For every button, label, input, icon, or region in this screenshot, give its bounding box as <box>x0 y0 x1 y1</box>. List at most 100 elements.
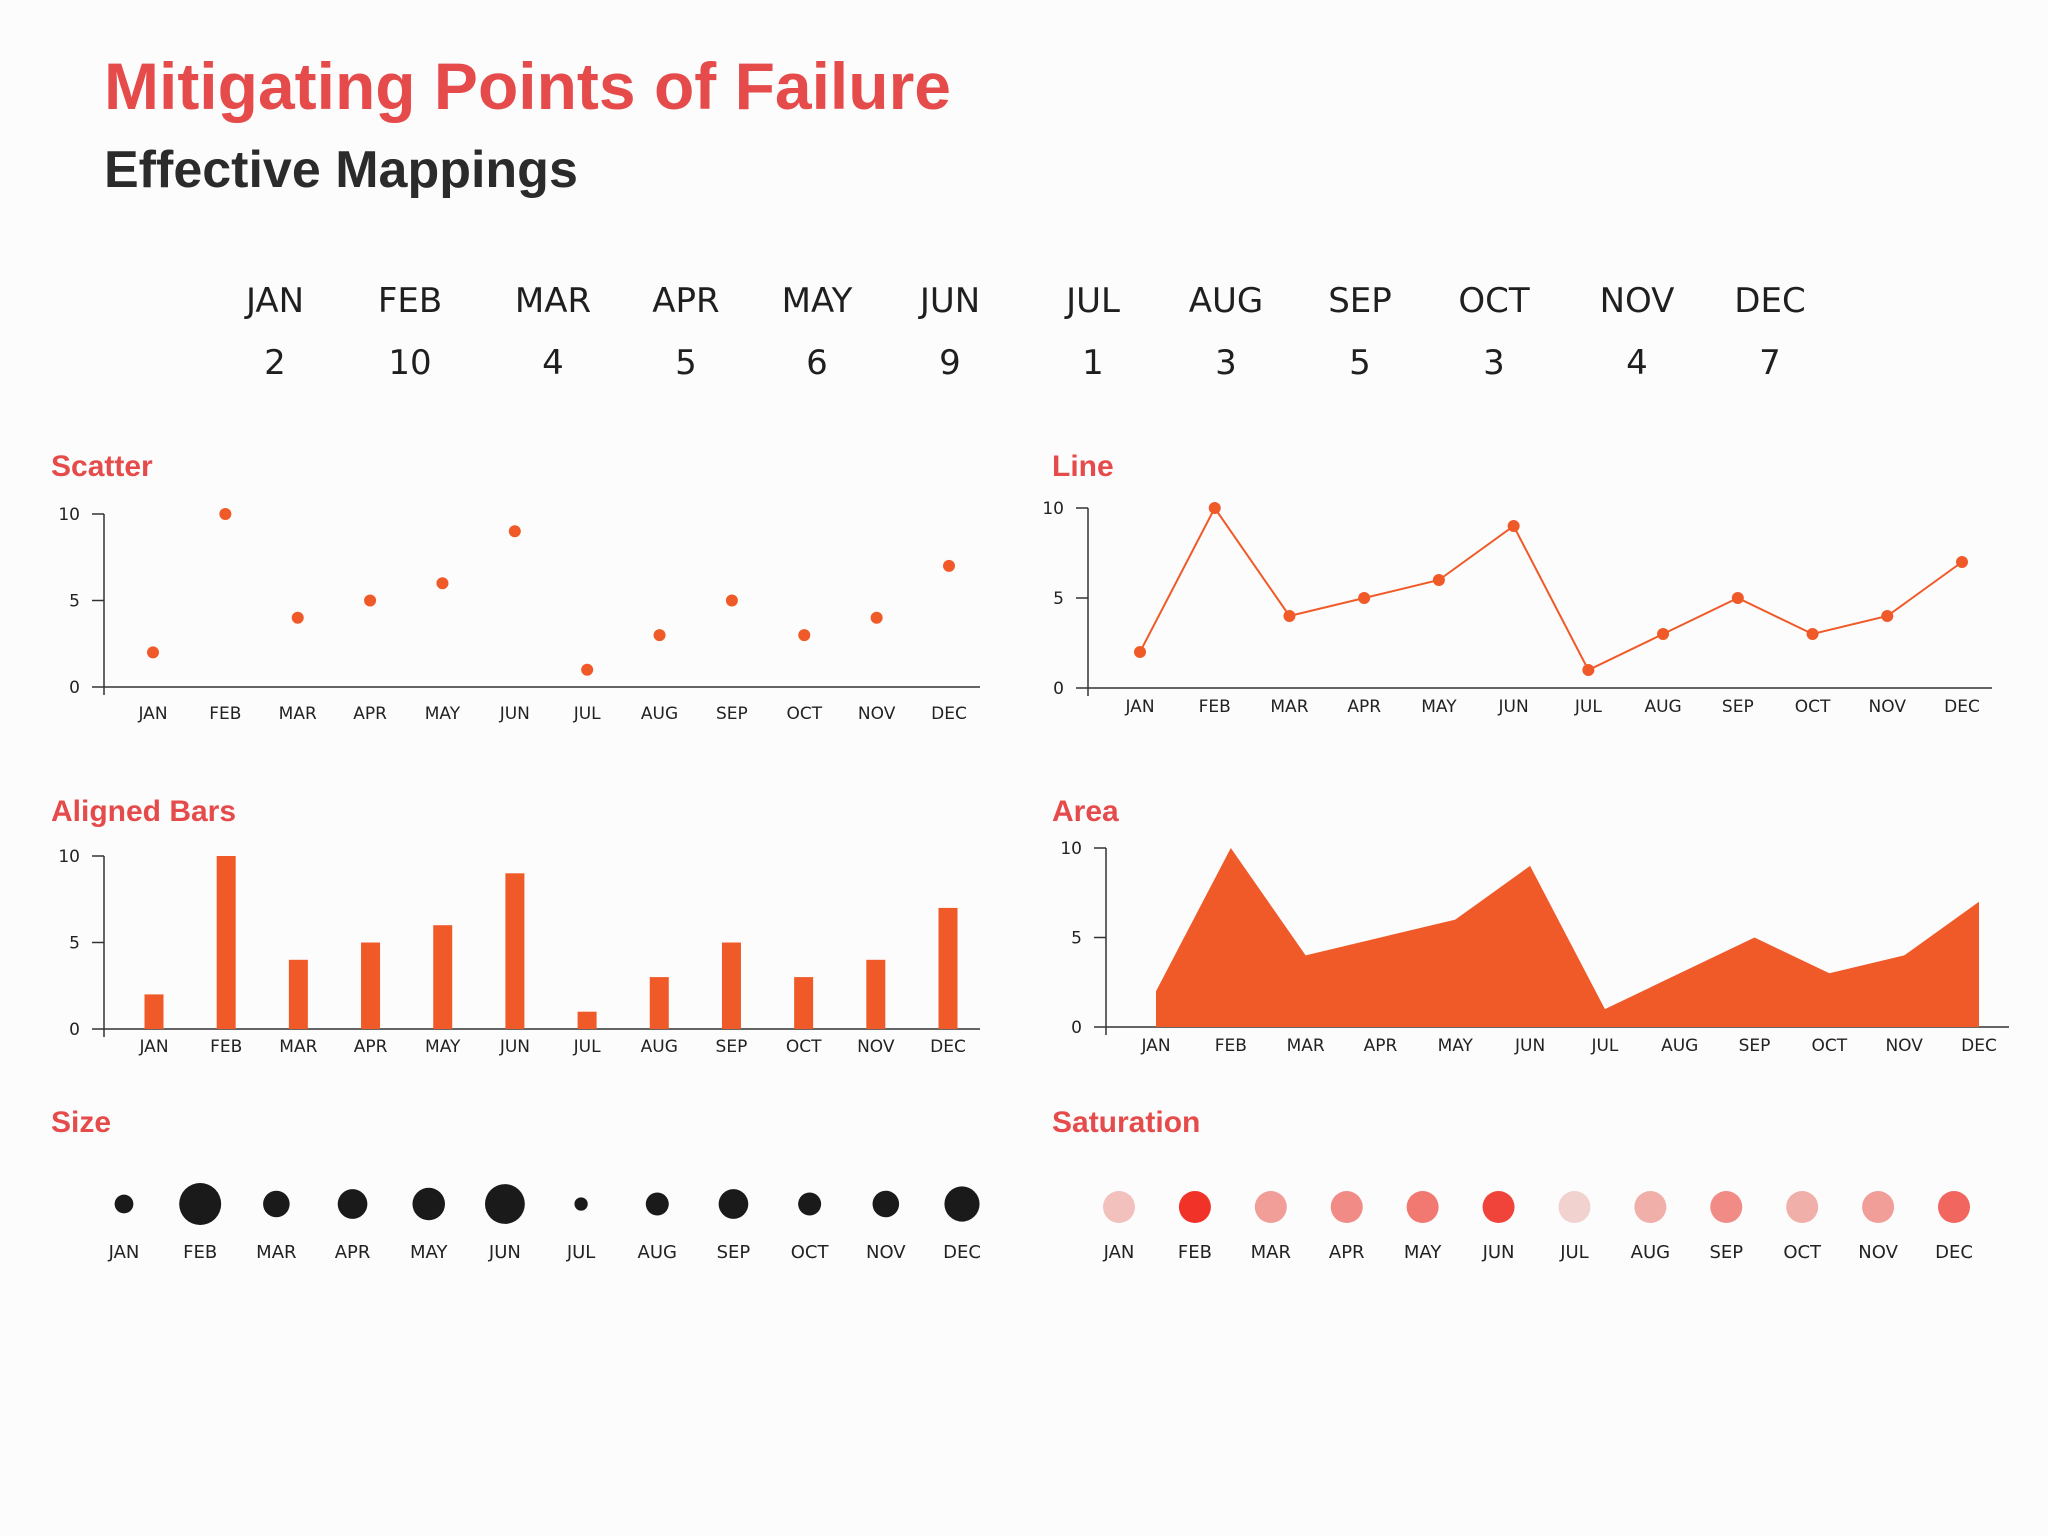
saturation-dot-label: SEP <box>1709 1242 1743 1263</box>
month-column: JUL 1 <box>1028 270 1158 394</box>
x-tick-label: NOV <box>1869 697 1907 717</box>
size-dot-label: MAR <box>256 1242 296 1263</box>
saturation-dot-label: JAN <box>1103 1242 1135 1263</box>
x-tick-label: NOV <box>857 1037 895 1057</box>
bar <box>288 959 308 1029</box>
x-tick-label: SEP <box>716 704 748 724</box>
month-column: OCT 3 <box>1429 270 1559 394</box>
saturation-chart: JAN FEB MAR APR MAY JUN JUL AUG SEP OCT NOV DEC <box>1103 1191 1973 1263</box>
y-tick-label: 10 <box>58 847 80 867</box>
y-tick-label: 0 <box>1053 679 1064 699</box>
x-tick-label: NOV <box>858 704 896 724</box>
month-value: 10 <box>388 343 432 383</box>
saturation-dot <box>1103 1191 1135 1223</box>
x-tick-label: MAR <box>279 704 317 724</box>
size-dot-label: JAN <box>108 1242 140 1263</box>
month-value: 4 <box>1626 343 1648 383</box>
size-dot-label: DEC <box>943 1242 981 1263</box>
line-point <box>1956 556 1968 568</box>
x-tick-label: JUL <box>573 704 601 724</box>
size-dot-label: MAY <box>410 1242 448 1263</box>
saturation-dot <box>1558 1191 1591 1223</box>
area-series-fill <box>1156 848 1979 1027</box>
scatter-chart-title: Scatter <box>51 450 153 483</box>
bar <box>794 977 814 1029</box>
month-value: 9 <box>939 343 961 383</box>
saturation-dot-label: NOV <box>1858 1242 1898 1263</box>
bar <box>433 925 453 1029</box>
saturation-dot <box>1938 1191 1970 1223</box>
x-tick-label: JAN <box>1124 697 1154 717</box>
area-chart: 0 5 10 JAN FEB MAR APR MAY JUN JUL AUG SEP OCT NOV DEC <box>1060 839 2009 1056</box>
line-point <box>1208 502 1221 514</box>
size-dot <box>337 1189 368 1219</box>
month-name: JUN <box>919 281 981 321</box>
y-tick-label: 0 <box>69 1020 80 1040</box>
bar-chart: 0 5 10 JAN FEB MAR APR MAY JUN JUL AUG SEP OCT NOV DEC <box>58 847 980 1057</box>
scatter-point <box>798 629 811 642</box>
x-tick-label: AUG <box>1644 697 1681 717</box>
month-value-table: JAN 2 FEB 10 MAR 4 APR 5 MAY 6 JUN 9 JUL 1 AUG 3 SEP 5 OCT… <box>0 270 2048 400</box>
size-dot <box>944 1186 980 1222</box>
x-tick-label: MAR <box>1287 1036 1325 1056</box>
page-title: Mitigating Points of Failure <box>104 49 951 123</box>
month-name: OCT <box>1458 281 1530 321</box>
x-tick-label: JUL <box>1574 697 1602 717</box>
x-tick-label: APR <box>1364 1036 1398 1056</box>
y-tick-label: 10 <box>58 505 80 525</box>
x-tick-label: MAY <box>1438 1036 1474 1056</box>
line-point <box>1358 592 1371 604</box>
saturation-dot-label: MAR <box>1251 1242 1291 1263</box>
line-point <box>1283 610 1296 622</box>
scatter-point <box>436 577 449 590</box>
x-tick-label: JUN <box>499 704 530 724</box>
line-point <box>1731 592 1744 604</box>
saturation-dot-label: JUL <box>1559 1242 1589 1263</box>
scatter-point <box>364 594 377 607</box>
bar <box>938 907 958 1029</box>
month-name: NOV <box>1599 281 1675 321</box>
x-tick-label: APR <box>353 704 387 724</box>
y-tick-label: 10 <box>1060 839 1082 859</box>
size-chart: JAN FEB MAR APR MAY JUN JUL AUG SEP OCT NOV DEC <box>108 1183 981 1263</box>
x-tick-label: APR <box>354 1037 388 1057</box>
saturation-chart-title: Saturation <box>1052 1106 1201 1139</box>
size-dot <box>872 1190 900 1218</box>
line-point <box>1582 664 1595 676</box>
line-series-path <box>1139 506 1963 672</box>
x-tick-label: DEC <box>1944 697 1980 717</box>
size-dot <box>412 1187 445 1221</box>
month-column: NOV 4 <box>1572 270 1702 394</box>
saturation-dot <box>1710 1191 1743 1223</box>
x-tick-label: JAN <box>138 1037 168 1057</box>
y-tick-label: 10 <box>1042 499 1064 519</box>
x-tick-label: NOV <box>1885 1036 1923 1056</box>
bar <box>361 942 381 1029</box>
month-name: FEB <box>377 281 443 321</box>
x-tick-label: OCT <box>786 1037 822 1057</box>
month-value: 3 <box>1215 343 1237 383</box>
y-tick-label: 5 <box>69 934 80 954</box>
size-dot-label: FEB <box>183 1242 217 1263</box>
x-tick-label: MAY <box>425 1037 461 1057</box>
x-tick-label: OCT <box>1795 697 1831 717</box>
month-value: 1 <box>1082 343 1104 383</box>
saturation-dot <box>1482 1191 1515 1223</box>
x-tick-label: MAR <box>1270 697 1308 717</box>
x-tick-label: FEB <box>1199 697 1231 717</box>
month-name: JAN <box>245 281 305 321</box>
x-tick-label: OCT <box>786 704 822 724</box>
month-name: MAR <box>514 281 592 321</box>
bar <box>216 856 236 1029</box>
saturation-dot <box>1330 1191 1363 1223</box>
x-tick-label: APR <box>1347 697 1381 717</box>
x-tick-label: MAR <box>279 1037 317 1057</box>
y-tick-label: 0 <box>69 678 80 698</box>
month-value: 7 <box>1759 343 1781 383</box>
bar-chart-title: Aligned Bars <box>51 795 237 828</box>
x-tick-label: SEP <box>1722 697 1754 717</box>
y-tick-label: 5 <box>1053 589 1064 609</box>
size-dot-label: NOV <box>866 1242 906 1263</box>
scatter-point <box>147 646 159 659</box>
